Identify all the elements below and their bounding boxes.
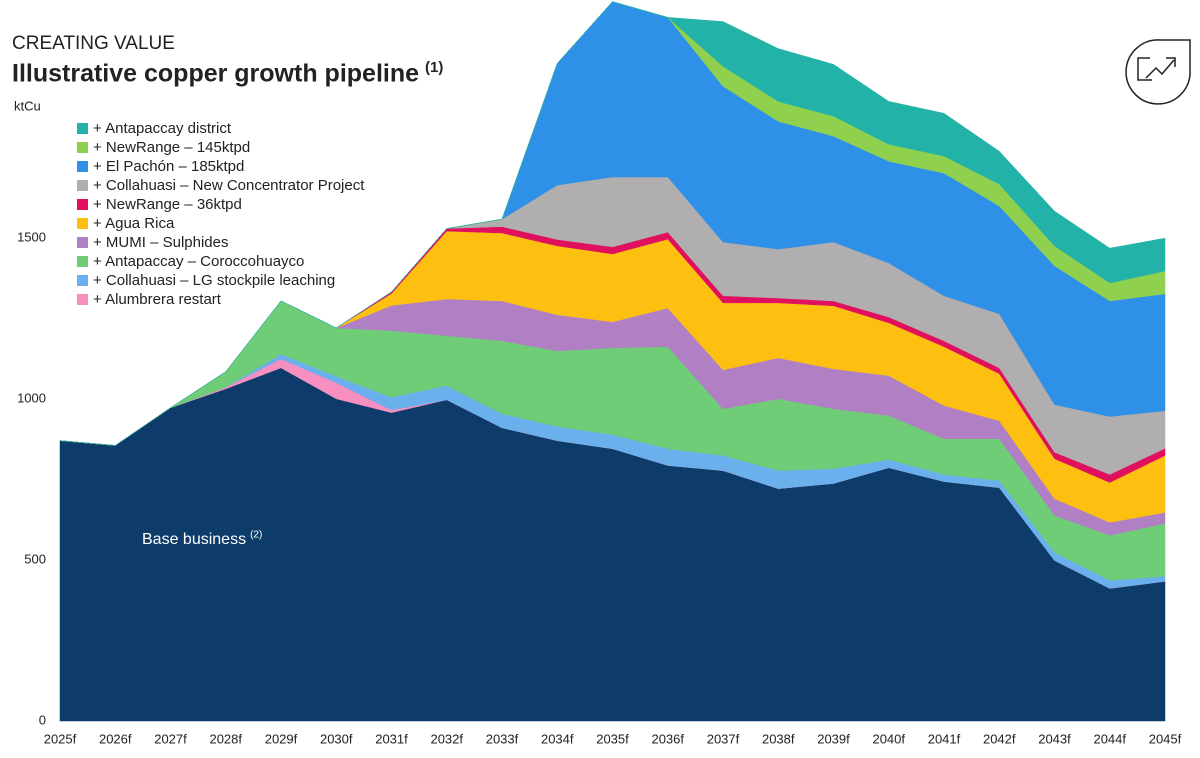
legend-label: + El Pachón – 185ktpd <box>93 158 244 175</box>
legend-label: + Alumbrera restart <box>93 291 222 308</box>
x-tick-label: 2027f <box>154 731 187 746</box>
x-tick-label: 2043f <box>1038 731 1071 746</box>
y-axis-label: ktCu <box>14 98 41 113</box>
plot-area <box>59 1 1166 722</box>
x-tick-label: 2042f <box>983 731 1016 746</box>
x-tick-label: 2028f <box>209 731 242 746</box>
legend-label: + MUMI – Sulphides <box>93 234 228 251</box>
x-tick-label: 2032f <box>430 731 463 746</box>
legend-swatch <box>77 275 88 286</box>
legend-swatch <box>77 142 88 153</box>
x-tick-label: 2036f <box>651 731 684 746</box>
legend-swatch <box>77 256 88 267</box>
x-tick-label: 2026f <box>99 731 132 746</box>
x-tick-label: 2045f <box>1149 731 1182 746</box>
x-tick-label: 2031f <box>375 731 408 746</box>
y-tick-label: 1000 <box>17 391 46 406</box>
legend-swatch <box>77 218 88 229</box>
x-tick-label: 2039f <box>817 731 850 746</box>
y-tick-label: 500 <box>24 552 46 567</box>
legend-label: + Antapaccay district <box>93 120 232 137</box>
chart-title: Illustrative copper growth pipeline <box>12 60 419 88</box>
legend-label: + Agua Rica <box>93 215 175 232</box>
x-tick-label: 2030f <box>320 731 353 746</box>
logo-icon <box>1125 39 1191 105</box>
annotation-note: (2) <box>250 530 262 541</box>
y-tick-label: 1500 <box>17 230 46 245</box>
x-tick-label: 2035f <box>596 731 629 746</box>
x-tick-label: 2040f <box>872 731 905 746</box>
legend-swatch <box>77 161 88 172</box>
legend-swatch <box>77 199 88 210</box>
legend-label: + NewRange – 145ktpd <box>93 139 250 156</box>
legend-swatch <box>77 294 88 305</box>
legend-swatch <box>77 237 88 248</box>
x-tick-label: 2041f <box>928 731 961 746</box>
legend-label: + Collahuasi – LG stockpile leaching <box>93 272 335 289</box>
x-tick-label: 2044f <box>1093 731 1126 746</box>
x-tick-label: 2025f <box>44 731 77 746</box>
x-tick-label: 2034f <box>541 731 574 746</box>
area <box>59 1 1166 446</box>
x-tick-label: 2037f <box>707 731 740 746</box>
x-tick-label: 2033f <box>486 731 519 746</box>
y-tick-label: 0 <box>39 712 46 727</box>
legend-label: + NewRange – 36ktpd <box>93 196 242 213</box>
x-tick-label: 2029f <box>265 731 298 746</box>
legend-swatch <box>77 123 88 134</box>
title-note: (1) <box>425 59 443 76</box>
legend-swatch <box>77 180 88 191</box>
x-tick-label: 2038f <box>762 731 795 746</box>
legend-label: + Collahuasi – New Concentrator Project <box>93 177 365 194</box>
kicker: CREATING VALUE <box>12 33 175 54</box>
annotation: Base business <box>142 531 246 548</box>
legend-label: + Antapaccay – Coroccohuayco <box>93 253 304 270</box>
